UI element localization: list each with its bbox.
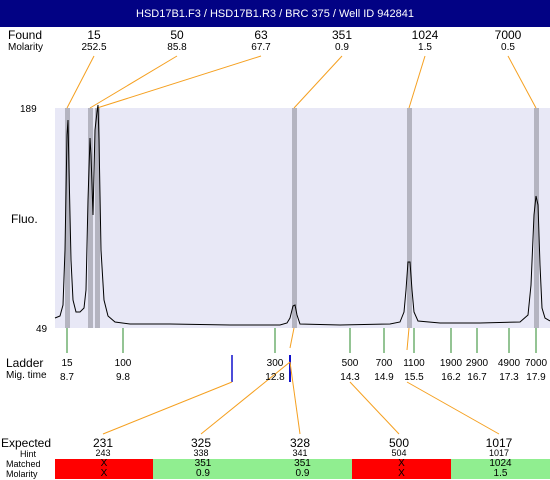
peak-band xyxy=(534,108,539,328)
window-title-bar: HSD17B1.F3 / HSD17B1.R3 / BRC 375 / Well… xyxy=(0,0,550,27)
ladder-size: 300 xyxy=(266,358,284,369)
found-label: Found xyxy=(8,28,43,42)
found-peak-molarity: 252.5 xyxy=(81,42,107,53)
ladder-time: 17.3 xyxy=(499,372,519,383)
ladder-time: 8.7 xyxy=(60,372,74,383)
matched-value: X xyxy=(100,458,108,469)
found-peak-size: 1024 xyxy=(411,28,439,42)
ladder-time: 16.7 xyxy=(467,372,487,383)
peak-band xyxy=(88,108,93,328)
ladder-time: 15.5 xyxy=(404,372,424,383)
molarity-value: X xyxy=(100,468,108,479)
found-peak-size: 50 xyxy=(170,28,184,42)
ladder-size: 7000 xyxy=(524,358,548,369)
found-peak-size: 7000 xyxy=(494,28,522,42)
ladder-ticks xyxy=(66,328,537,353)
hint-value: 341 xyxy=(292,448,308,458)
molarity-value: 0.9 xyxy=(295,468,310,479)
found-peak-size: 351 xyxy=(331,28,353,42)
matched-cell-hit: 1024 1.5 xyxy=(451,459,550,479)
hint-value: 338 xyxy=(193,448,209,458)
hint-value: 1017 xyxy=(488,448,510,458)
hint-value: 243 xyxy=(95,448,111,458)
molarity-row-label: Molarity xyxy=(6,469,38,479)
hint-value: 504 xyxy=(391,448,407,458)
y-axis-min-label: 49 xyxy=(36,324,48,335)
matched-cell-hit: 351 0.9 xyxy=(153,459,253,479)
matched-cell-miss: X X xyxy=(352,459,451,479)
found-peak-molarity: 0.9 xyxy=(335,42,349,53)
found-peak-molarity: 0.5 xyxy=(501,42,515,53)
peak-band xyxy=(95,108,100,328)
ladder-size: 700 xyxy=(375,358,393,369)
expected-value: 325 xyxy=(190,436,212,450)
y-axis-title: Fluo. xyxy=(11,212,38,226)
fluorescence-trace xyxy=(54,104,550,326)
mig-time-label: Mig. time xyxy=(6,370,47,381)
molarity-value: 0.9 xyxy=(196,468,210,479)
matched-value: 351 xyxy=(194,458,212,469)
expected-value: 1017 xyxy=(485,436,513,450)
found-peak-size: 63 xyxy=(254,28,268,42)
ladder-size: 15 xyxy=(61,358,73,369)
found-connectors xyxy=(66,55,537,109)
ladder-time: 12.8 xyxy=(265,372,285,383)
matched-label: Matched xyxy=(6,459,41,469)
expected-value: 500 xyxy=(388,436,410,450)
matched-cell-miss: X X xyxy=(55,459,153,479)
expected-value: 231 xyxy=(92,436,114,450)
electropherogram-plot-area xyxy=(55,108,550,328)
expected-connectors xyxy=(102,361,500,435)
peak-band xyxy=(292,108,297,328)
ladder-time: 17.9 xyxy=(526,372,546,383)
molarity-label: Molarity xyxy=(8,42,44,53)
hint-label: Hint xyxy=(20,449,37,459)
window-title: HSD17B1.F3 / HSD17B1.R3 / BRC 375 / Well… xyxy=(136,7,414,20)
ladder-time: 14.9 xyxy=(374,372,394,383)
ladder-size: 2900 xyxy=(465,358,489,369)
molarity-value: 1.5 xyxy=(493,468,508,479)
found-peak-molarity: 85.8 xyxy=(167,42,187,53)
ladder-size: 4900 xyxy=(497,358,521,369)
peak-band xyxy=(65,108,70,328)
matched-value: 1024 xyxy=(489,458,512,469)
ladder-time: 9.8 xyxy=(116,372,130,383)
ladder-time: 14.3 xyxy=(340,372,360,383)
found-peak-size: 15 xyxy=(87,28,101,42)
molarity-value: X xyxy=(398,468,405,479)
matched-cell-hit: 351 0.9 xyxy=(253,459,352,479)
found-peak-molarity: 1.5 xyxy=(418,42,432,53)
ladder-time: 16.2 xyxy=(441,372,461,383)
ladder-size: 100 xyxy=(114,358,132,369)
ladder-label: Ladder xyxy=(6,356,44,370)
peak-band xyxy=(407,108,412,328)
expected-label: Expected xyxy=(1,436,52,450)
matched-value: X xyxy=(398,458,405,469)
found-peak-molarity: 67.7 xyxy=(251,42,271,53)
expected-value: 328 xyxy=(289,436,311,450)
matched-value: 351 xyxy=(294,458,311,469)
ladder-size: 1100 xyxy=(403,358,425,369)
y-axis-max-label: 189 xyxy=(20,104,37,115)
peak-ladder-marks xyxy=(289,327,410,351)
ladder-size: 500 xyxy=(341,358,359,369)
ladder-size: 1900 xyxy=(439,358,463,369)
